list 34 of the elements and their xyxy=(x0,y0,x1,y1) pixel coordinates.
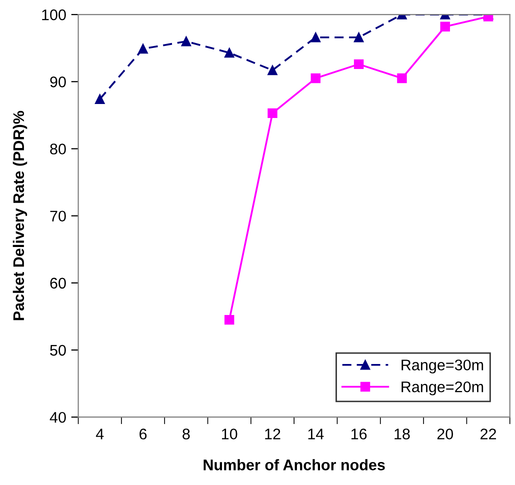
x-tick-label: 8 xyxy=(182,428,190,440)
x-tick-label: 4 xyxy=(96,428,104,440)
point xyxy=(224,314,234,325)
y-tick-label: 60 xyxy=(50,278,66,289)
x-tick-label: 18 xyxy=(394,428,410,440)
y-tick-label: 70 xyxy=(50,210,66,222)
point xyxy=(310,73,321,84)
y-tick-label: 80 xyxy=(50,144,66,154)
point xyxy=(268,65,278,76)
x-tick-label: 10 xyxy=(222,428,238,440)
point xyxy=(310,32,321,42)
point xyxy=(354,32,364,42)
x-tick-label: 6 xyxy=(140,428,147,440)
point xyxy=(354,59,364,70)
y-axis-title: Packet Delivery Rate (PDR)% xyxy=(12,110,28,320)
point xyxy=(268,108,278,118)
y-tick-label: 90 xyxy=(50,76,66,88)
point xyxy=(224,48,234,58)
point xyxy=(181,36,192,46)
x-tick-label: 16 xyxy=(351,428,367,440)
x-tick-label: 22 xyxy=(480,428,496,440)
legend-label: Range=30m xyxy=(402,360,484,374)
x-tick-label: 20 xyxy=(437,428,454,440)
x-tick-label: 12 xyxy=(265,428,280,440)
point xyxy=(397,73,407,84)
x-axis-title: Number of Anchor nodes xyxy=(204,459,385,470)
point xyxy=(138,44,148,54)
legend-label: Range=20m xyxy=(402,381,484,396)
point xyxy=(94,94,105,104)
x-tick-label: 14 xyxy=(308,428,324,440)
y-tick-label: 40 xyxy=(50,412,66,423)
point xyxy=(440,22,450,32)
y-tick-label: 100 xyxy=(42,9,66,20)
y-tick-label: 50 xyxy=(50,344,66,356)
